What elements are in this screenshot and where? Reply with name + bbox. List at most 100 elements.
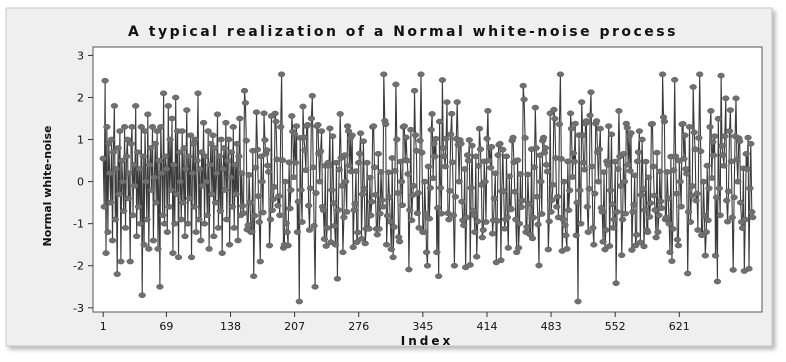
data-point xyxy=(184,220,192,227)
data-point xyxy=(736,199,745,206)
data-point xyxy=(197,237,205,244)
data-point xyxy=(290,174,298,181)
data-point xyxy=(211,145,219,151)
data-point xyxy=(725,128,734,134)
data-point xyxy=(571,120,579,127)
data-point xyxy=(742,150,750,157)
data-point xyxy=(282,220,290,227)
data-point xyxy=(618,252,626,259)
data-point xyxy=(507,206,515,213)
data-point xyxy=(222,119,230,126)
data-point xyxy=(451,193,460,200)
data-point xyxy=(515,220,524,227)
data-point xyxy=(462,214,471,221)
data-point xyxy=(118,157,126,164)
data-point xyxy=(352,168,360,174)
data-point xyxy=(295,298,303,305)
data-point xyxy=(320,236,329,242)
data-point xyxy=(182,166,190,172)
data-point xyxy=(710,133,719,140)
data-point xyxy=(239,210,248,217)
data-point xyxy=(470,212,478,219)
data-point xyxy=(579,132,587,139)
data-point xyxy=(111,216,119,223)
data-point xyxy=(438,77,447,83)
data-point xyxy=(680,156,688,162)
data-point xyxy=(544,246,552,253)
data-point xyxy=(389,254,397,261)
data-point xyxy=(232,191,240,198)
data-point xyxy=(623,124,631,131)
data-point xyxy=(333,275,342,282)
data-point xyxy=(562,232,570,239)
data-point xyxy=(248,228,256,235)
data-point xyxy=(666,249,674,256)
data-point xyxy=(136,220,145,227)
data-point xyxy=(156,283,164,290)
data-point xyxy=(430,140,438,147)
data-point xyxy=(474,162,483,169)
data-point xyxy=(555,121,564,128)
x-tick-label: 69 xyxy=(159,320,173,333)
data-point xyxy=(605,243,614,249)
data-point xyxy=(256,258,264,265)
data-point xyxy=(357,235,366,242)
data-point xyxy=(642,158,650,165)
data-point xyxy=(146,161,154,168)
data-point xyxy=(290,131,299,138)
data-point xyxy=(300,134,308,141)
data-point xyxy=(244,222,252,228)
data-point xyxy=(404,171,412,177)
data-point xyxy=(371,192,380,198)
data-point xyxy=(744,134,752,141)
data-point xyxy=(367,212,375,219)
data-point xyxy=(234,237,242,244)
data-point xyxy=(377,169,385,175)
data-point xyxy=(569,150,578,157)
data-point xyxy=(592,118,601,124)
data-point xyxy=(639,186,647,193)
data-point xyxy=(439,145,447,151)
data-point xyxy=(355,159,363,166)
data-point xyxy=(617,183,625,189)
data-point xyxy=(493,218,501,224)
data-point xyxy=(432,135,440,142)
data-point xyxy=(703,162,711,169)
data-point xyxy=(120,124,129,130)
data-point xyxy=(482,219,490,225)
data-point xyxy=(170,161,178,168)
data-point xyxy=(648,120,657,127)
data-point xyxy=(161,153,170,160)
data-point xyxy=(487,164,495,171)
data-point xyxy=(344,128,353,134)
data-point xyxy=(278,157,287,164)
data-point xyxy=(499,146,507,153)
data-point xyxy=(700,212,709,219)
data-point xyxy=(335,166,343,173)
data-point xyxy=(463,152,472,158)
data-point xyxy=(476,146,485,153)
data-point xyxy=(516,171,525,177)
data-point xyxy=(684,209,693,215)
data-point xyxy=(619,150,628,157)
data-point xyxy=(446,188,454,194)
data-point xyxy=(210,233,218,240)
data-point xyxy=(195,216,203,223)
data-point xyxy=(580,166,589,173)
data-point xyxy=(159,90,168,97)
data-point xyxy=(314,121,322,128)
data-point xyxy=(185,195,194,202)
data-point xyxy=(572,232,580,239)
data-point xyxy=(445,216,453,223)
data-point xyxy=(453,99,461,105)
data-point xyxy=(319,207,328,214)
data-point xyxy=(259,209,267,216)
data-point xyxy=(594,178,603,185)
data-point xyxy=(566,187,574,194)
data-point xyxy=(139,153,147,160)
data-point xyxy=(702,229,710,235)
x-tick-label: 621 xyxy=(669,320,690,333)
data-point xyxy=(242,137,250,144)
data-point xyxy=(376,210,384,217)
data-point xyxy=(196,166,204,172)
